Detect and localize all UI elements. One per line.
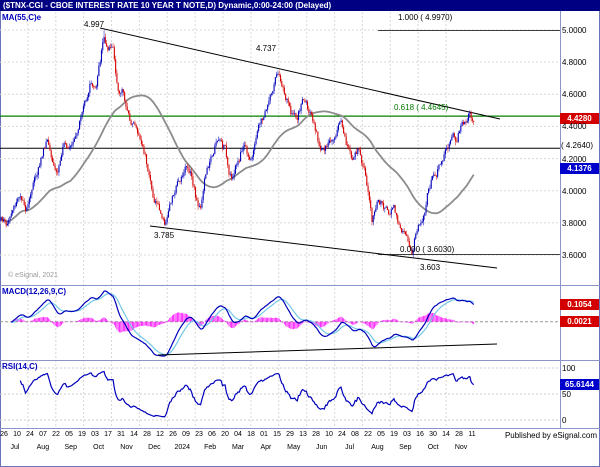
day-label: 07 xyxy=(39,431,47,438)
day-label: 22 xyxy=(52,431,60,438)
day-label: 19 xyxy=(78,431,86,438)
price-axis-label: 4.6000 xyxy=(562,90,587,99)
day-label: 13 xyxy=(299,431,307,438)
month-label: May xyxy=(287,444,301,451)
published-by-text: Published by eSignal.com xyxy=(504,431,597,440)
price-axis-label: 3.8000 xyxy=(562,219,587,228)
day-label: 19 xyxy=(390,431,398,438)
month-label: Oct xyxy=(93,444,105,451)
month-label: Apr xyxy=(260,444,272,451)
day-label: 23 xyxy=(195,431,203,438)
day-label: 26 xyxy=(169,431,177,438)
day-label: 01 xyxy=(260,431,268,438)
day-label: 24 xyxy=(26,431,34,438)
rsi-indicator-label: RSI(14,C) xyxy=(2,362,38,371)
month-label: Feb xyxy=(204,444,217,451)
month-label: Nov xyxy=(120,444,133,451)
day-label: 10 xyxy=(13,431,21,438)
day-label: 08 xyxy=(351,431,359,438)
swing-low-3785-label: 3.785 xyxy=(154,231,175,240)
macd-signal-badge: 0.0021 xyxy=(560,316,599,327)
rsi-scale-label: 100 xyxy=(562,364,576,373)
day-label: 28 xyxy=(143,431,151,438)
month-label: 2024 xyxy=(174,444,191,451)
rsi-value-badge: 65.6144 xyxy=(560,379,599,390)
month-label: Oct xyxy=(427,444,439,451)
day-label: 03 xyxy=(91,431,99,438)
esignal-watermark: © eSignal, 2021 xyxy=(8,272,58,279)
day-label: 31 xyxy=(117,431,125,438)
month-label: Aug xyxy=(371,444,384,451)
price-axis-label: 4.8000 xyxy=(562,58,587,67)
macd-value-badge: 0.1054 xyxy=(560,299,599,310)
fib-100-label: 1.000 ( 4.9970) xyxy=(398,13,453,22)
day-label: 11 xyxy=(468,431,476,438)
day-label: 20 xyxy=(221,431,229,438)
day-label: 09 xyxy=(182,431,190,438)
macd-indicator-label: MACD(12,26,9,C) xyxy=(2,287,67,296)
ma-indicator-label: MA(55,C)e xyxy=(2,13,42,22)
retrace-level-label: ( 4.2640) xyxy=(561,141,594,150)
swing-low-3603-label: 3.603 xyxy=(420,263,441,272)
rsi-scale-label: 0 xyxy=(562,416,567,425)
month-label: Sep xyxy=(399,444,412,451)
month-label: Jul xyxy=(345,444,355,451)
day-label: 30 xyxy=(429,431,437,438)
price-axis-label: 3.6000 xyxy=(562,251,587,260)
price-axis-label: 4.0000 xyxy=(562,187,587,196)
day-label: 10 xyxy=(325,431,333,438)
month-label: Dec xyxy=(148,444,161,451)
month-label: Sep xyxy=(64,444,77,451)
month-label: Jun xyxy=(316,444,328,451)
fib-0-label: 0.000 ( 3.6030) xyxy=(400,245,455,254)
day-label: 16 xyxy=(416,431,424,438)
day-label: 22 xyxy=(364,431,372,438)
swing-high-4997-label: 4.997 xyxy=(84,20,105,29)
month-label: Nov xyxy=(454,444,468,451)
day-label: 26 xyxy=(0,431,8,438)
day-label: 12 xyxy=(156,431,164,438)
month-label: Mar xyxy=(232,444,245,451)
price-axis-label: 5.0000 xyxy=(562,26,587,35)
day-label: 14 xyxy=(130,431,138,438)
day-label: 06 xyxy=(208,431,216,438)
day-label: 04 xyxy=(234,431,242,438)
day-label: 05 xyxy=(65,431,73,438)
price-axis-label: 4.4000 xyxy=(562,122,587,131)
rsi-scale-label: 50 xyxy=(562,390,571,399)
day-label: 14 xyxy=(442,431,450,438)
fib-618-label: 0.618 ( 4.4645) xyxy=(394,103,449,112)
day-label: 28 xyxy=(312,431,320,438)
day-label: 29 xyxy=(286,431,294,438)
swing-high-4737-label: 4.737 xyxy=(256,44,277,53)
price-axis-label: 4.2000 xyxy=(562,155,587,164)
day-label: 28 xyxy=(455,431,463,438)
chart-title: ($TNX-CGI - CBOE INTEREST RATE 10 YEAR T… xyxy=(3,1,332,10)
title-bar: ($TNX-CGI - CBOE INTEREST RATE 10 YEAR T… xyxy=(0,0,600,11)
month-label: Aug xyxy=(36,444,50,451)
month-label: Jul xyxy=(10,444,20,451)
day-label: 18 xyxy=(247,431,255,438)
day-label: 15 xyxy=(273,431,281,438)
day-label: 24 xyxy=(338,431,346,438)
ma-value-badge: 4.1376 xyxy=(560,163,599,174)
last-price-badge: 4.4280 xyxy=(560,113,599,124)
day-label: 03 xyxy=(403,431,411,438)
day-label: 17 xyxy=(104,431,112,438)
day-label: 05 xyxy=(377,431,385,438)
